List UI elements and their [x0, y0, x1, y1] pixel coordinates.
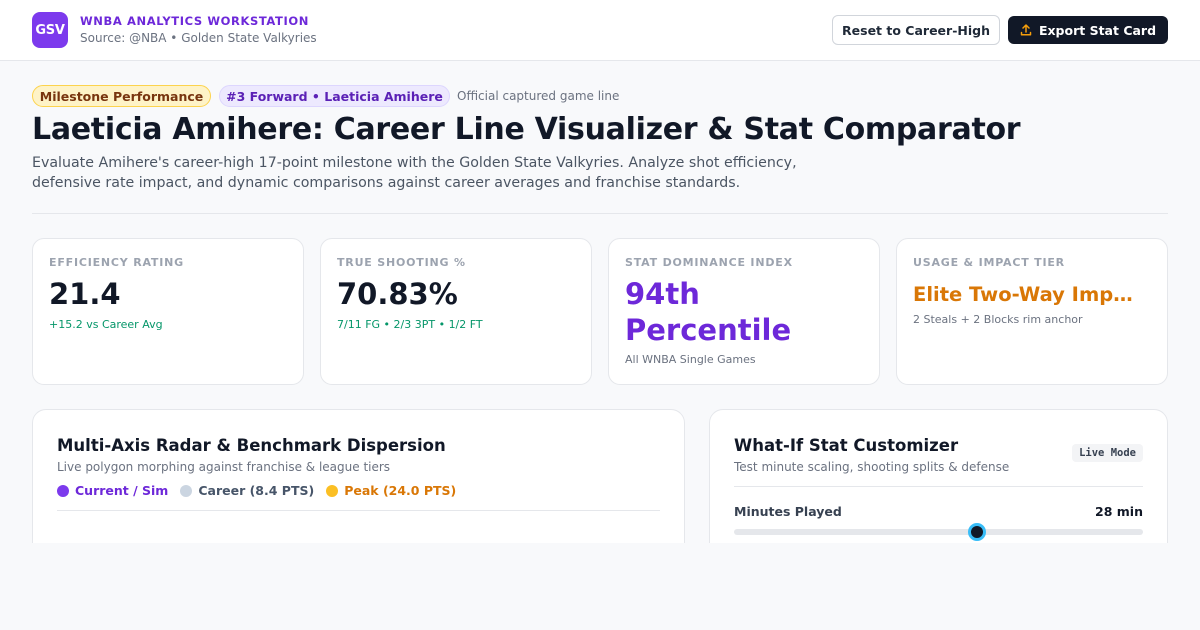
legend-item-career[interactable]: Career (8.4 PTS): [180, 483, 314, 498]
card-label: TRUE SHOOTING %: [337, 256, 466, 269]
legend-dot: [326, 484, 339, 497]
minutes-played-label: Minutes Played: [734, 504, 842, 519]
minutes-played-value: 28 min: [1095, 504, 1143, 519]
card-subtext: +15.2 vs Career Avg: [49, 318, 163, 331]
panel-title: Multi-Axis Radar & Benchmark Dispersion: [57, 436, 446, 455]
app-title: WNBA ANALYTICS WORKSTATION: [80, 14, 309, 28]
card-subtext: 2 Steals + 2 Blocks rim anchor: [913, 313, 1083, 326]
card-value: Elite Two-Way Impact: [913, 283, 1141, 306]
minutes-slider-handle[interactable]: [968, 523, 987, 541]
card-label: EFFICIENCY RATING: [49, 256, 184, 269]
usage-impact-card: USAGE & IMPACT TIER Elite Two-Way Impact…: [896, 238, 1168, 385]
page-background: [0, 543, 1200, 630]
milestone-badge: Milestone Performance: [32, 85, 211, 107]
radar-panel: Multi-Axis Radar & Benchmark Dispersion …: [32, 409, 685, 569]
stat-dominance-card: STAT DOMINANCE INDEX 94th Percentile All…: [608, 238, 880, 385]
card-subtext: 7/11 FG • 2/3 3PT • 1/2 FT: [337, 318, 483, 331]
card-value: 21.4: [49, 277, 121, 311]
minutes-slider-track[interactable]: [734, 529, 1143, 535]
true-shooting-card: TRUE SHOOTING % 70.83% 7/11 FG • 2/3 3PT…: [320, 238, 592, 385]
panel-divider: [734, 486, 1143, 487]
legend-label: Career (8.4 PTS): [198, 483, 315, 498]
app-source: Source: @NBA • Golden State Valkyries: [80, 31, 317, 45]
page-description: Evaluate Amihere's career-high 17-point …: [32, 155, 797, 191]
section-divider: [32, 213, 1168, 214]
panel-title: What-If Stat Customizer: [734, 436, 959, 455]
export-button-label: Export Stat Card: [1038, 22, 1157, 38]
panel-divider: [57, 510, 660, 511]
card-label: USAGE & IMPACT TIER: [913, 256, 1065, 269]
reset-button-label: Reset to Career-High: [842, 22, 990, 38]
player-badge: #3 Forward • Laeticia Amihere: [219, 85, 450, 107]
panel-subtitle: Live polygon morphing against franchise …: [57, 460, 391, 474]
card-value: 70.83%: [337, 277, 458, 311]
legend-item-peak[interactable]: Peak (24.0 PTS): [326, 483, 456, 498]
legend-label: Current / Sim: [75, 483, 169, 498]
live-mode-badge: Live Mode: [1072, 444, 1143, 462]
efficiency-rating-card: EFFICIENCY RATING 21.4 +15.2 vs Career A…: [32, 238, 304, 385]
legend-label: Peak (24.0 PTS): [344, 483, 457, 498]
legend-item-current[interactable]: Current / Sim: [57, 483, 168, 498]
upload-icon: [1020, 24, 1032, 36]
reset-button[interactable]: Reset to Career-High: [832, 15, 1000, 45]
card-value: 94th Percentile: [625, 277, 792, 347]
panel-subtitle: Test minute scaling, shooting splits & d…: [734, 460, 1010, 474]
page-title: Laeticia Amihere: Career Line Visualizer…: [32, 112, 1021, 147]
legend-dot: [180, 484, 193, 497]
card-label: STAT DOMINANCE INDEX: [625, 256, 793, 269]
team-logo: GSV: [32, 12, 68, 48]
radar-legend: Current / Sim Career (8.4 PTS) Peak (24.…: [57, 483, 456, 498]
game-line-note: Official captured game line: [457, 89, 620, 103]
legend-dot: [57, 484, 69, 497]
top-bar: GSV WNBA ANALYTICS WORKSTATION Source: @…: [0, 0, 1200, 61]
card-subtext: All WNBA Single Games: [625, 353, 756, 366]
export-button[interactable]: Export Stat Card: [1008, 16, 1168, 44]
